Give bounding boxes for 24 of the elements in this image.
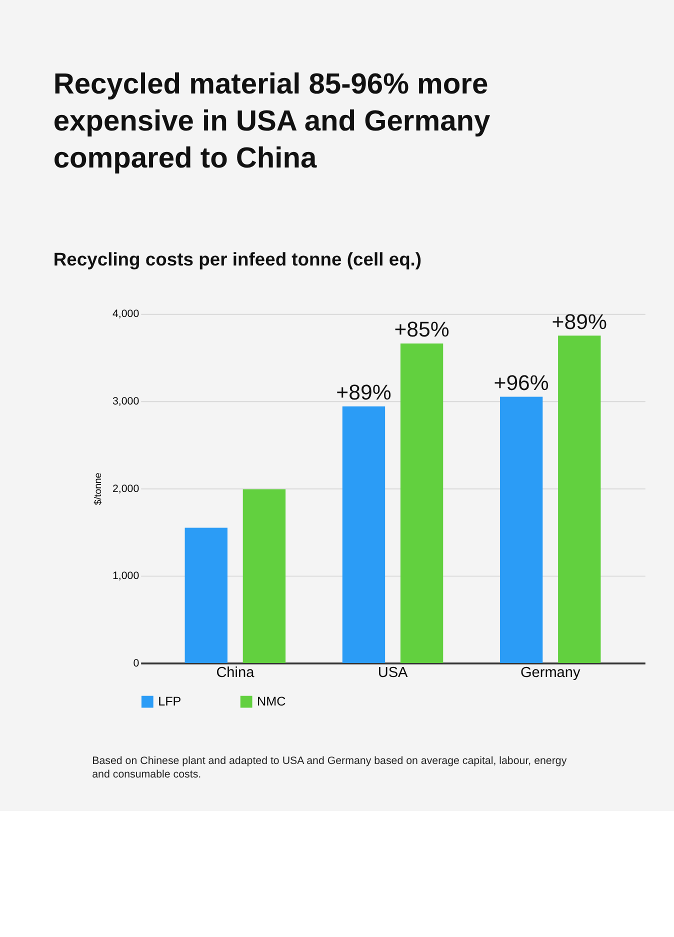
y-tick-label: 0 — [133, 657, 140, 670]
legend-label: LFP — [158, 694, 182, 709]
x-tick-label: USA — [378, 665, 408, 682]
y-tick-label: 4,000 — [112, 308, 140, 320]
bar — [558, 336, 601, 663]
x-tick-label: China — [216, 665, 256, 682]
y-tick-label: 1,000 — [112, 570, 140, 582]
text: Based on Chinese plant and adapted to USA and Germany based on average capital, labour, energy and consumable costs. — [92, 754, 568, 780]
y-tick-label: 2,000 — [112, 482, 140, 495]
chart-title: Recycled material 85-96% more expensive in USA and Germany compared to China — [53, 68, 492, 174]
annotation: +85% — [394, 318, 450, 342]
x-tick-label: Germany — [520, 665, 581, 682]
legend-label: NMC — [256, 694, 286, 709]
annotation: +89% — [552, 310, 607, 334]
y-axis-title: $/tonne — [92, 472, 104, 506]
bar — [500, 396, 543, 663]
bar — [184, 528, 228, 663]
annotation: +89% — [336, 380, 392, 405]
bar — [400, 344, 444, 663]
annotation: +96% — [494, 370, 549, 395]
bar — [242, 489, 286, 663]
chart-subtitle: Recycling costs per infeed tonne (cell eq.) — [53, 248, 422, 270]
y-tick-label: 3,000 — [112, 396, 140, 408]
bar — [342, 406, 386, 663]
